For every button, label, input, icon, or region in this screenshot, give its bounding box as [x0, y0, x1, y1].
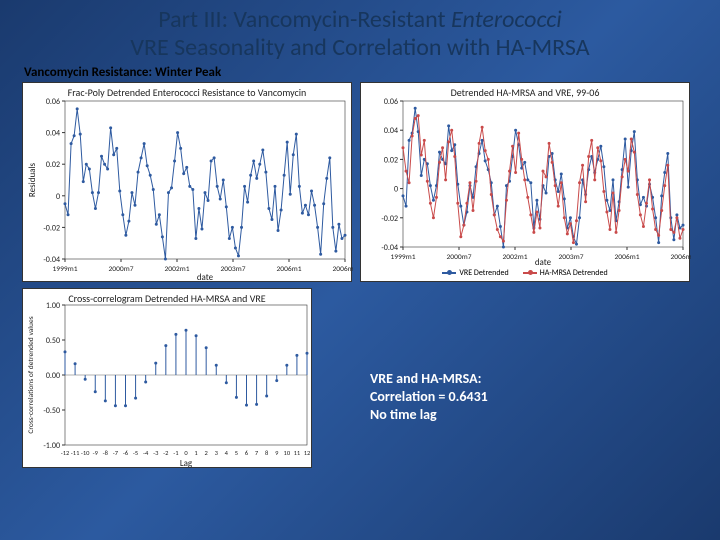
legend-marker-vre: [442, 272, 456, 274]
svg-text:1.00: 1.00: [46, 301, 60, 311]
svg-text:0.06: 0.06: [46, 97, 60, 107]
svg-text:date: date: [535, 257, 552, 268]
svg-text:0.02: 0.02: [384, 156, 398, 166]
svg-text:2003m7: 2003m7: [221, 265, 246, 274]
svg-text:11: 11: [294, 449, 301, 457]
svg-text:2006m1: 2006m1: [277, 265, 302, 274]
svg-text:-0.02: -0.02: [381, 214, 398, 224]
svg-text:3: 3: [215, 449, 219, 457]
annotation-line2: Correlation = 0.6431: [370, 388, 488, 406]
svg-text:2006m7: 2006m7: [671, 253, 692, 262]
title-line1-plain: Part III: Vancomycin-Resistant: [158, 5, 451, 34]
svg-text:0.00: 0.00: [46, 371, 60, 381]
svg-text:2002m1: 2002m1: [503, 253, 528, 262]
top-charts-row: Frac-Poly Detrended Enterococci Resistan…: [0, 82, 720, 282]
svg-text:2000m7: 2000m7: [109, 265, 134, 274]
svg-text:-0.02: -0.02: [43, 224, 60, 234]
legend-mrsa: HA-MRSA Detrended: [523, 268, 608, 278]
svg-text:12: 12: [304, 449, 311, 457]
svg-text:0.04: 0.04: [46, 129, 60, 139]
legend-label-vre: VRE Detrended: [459, 268, 508, 278]
svg-text:-7: -7: [113, 449, 119, 457]
chart-panel-mrsa-vre: Detrended HA-MRSA and VRE, 99-06 -0.04-0…: [360, 82, 690, 282]
svg-text:-0.04: -0.04: [43, 255, 60, 265]
svg-text:1: 1: [194, 449, 197, 457]
title-line1: Part III: Vancomycin-Resistant Enterococ…: [20, 6, 700, 34]
svg-text:0.06: 0.06: [384, 97, 398, 107]
title-line2: VRE Seasonality and Correlation with HA-…: [20, 34, 700, 62]
svg-text:-1: -1: [173, 449, 178, 457]
svg-text:-9: -9: [93, 449, 99, 457]
svg-text:-11: -11: [71, 449, 80, 457]
title-line1-em: Enterococci: [451, 5, 562, 34]
svg-text:2006m7: 2006m7: [333, 265, 354, 274]
svg-text:-6: -6: [123, 449, 129, 457]
svg-text:-0.50: -0.50: [43, 406, 60, 416]
svg-text:2006m1: 2006m1: [615, 253, 640, 262]
svg-text:0: 0: [184, 449, 188, 457]
svg-text:0.02: 0.02: [46, 160, 60, 170]
svg-text:6: 6: [245, 449, 249, 457]
title-block: Part III: Vancomycin-Resistant Enterococ…: [0, 0, 720, 63]
svg-text:-3: -3: [153, 449, 159, 457]
svg-text:4: 4: [225, 449, 229, 457]
svg-text:-4: -4: [143, 449, 149, 457]
svg-text:9: 9: [275, 449, 279, 457]
annotation-box: VRE and HA-MRSA: Correlation = 0.6431 No…: [370, 370, 488, 425]
svg-text:1999m1: 1999m1: [391, 253, 416, 262]
svg-text:-2: -2: [163, 449, 169, 457]
subtitle: Vancomycin Resistance: Winter Peak: [0, 63, 720, 82]
svg-text:2003m7: 2003m7: [559, 253, 584, 262]
legend-label-mrsa: HA-MRSA Detrended: [540, 268, 608, 278]
svg-text:2002m1: 2002m1: [165, 265, 190, 274]
svg-text:Lag: Lag: [180, 458, 193, 469]
svg-text:0.50: 0.50: [46, 336, 60, 346]
chart-panel-vre: Frac-Poly Detrended Enterococci Resistan…: [22, 82, 352, 282]
annotation-line1: VRE and HA-MRSA:: [370, 370, 488, 388]
svg-text:0.04: 0.04: [384, 126, 398, 136]
svg-text:-0.04: -0.04: [381, 243, 398, 253]
svg-text:-12: -12: [61, 449, 70, 457]
svg-text:5: 5: [235, 449, 238, 457]
legend-vre: VRE Detrended: [442, 268, 508, 278]
svg-text:-8: -8: [103, 449, 109, 457]
svg-text:-1.00: -1.00: [43, 441, 60, 451]
svg-text:10: 10: [284, 449, 291, 457]
svg-text:-10: -10: [81, 449, 90, 457]
svg-text:Residuals: Residuals: [27, 163, 38, 198]
svg-text:1999m1: 1999m1: [53, 265, 78, 274]
chart-a-plot: -0.04 -0.02 0 0.02 0.04 0.06 1999m1 2000m7 2002m…: [23, 83, 353, 283]
svg-text:Cross-correlations of detrende: Cross-correlations of detrended values: [27, 316, 36, 433]
legend-marker-mrsa: [523, 272, 537, 274]
chart-c-plot: -1.00-0.500.000.501.00-12-11-10-9-8-7-6-…: [23, 289, 313, 469]
chart-b-legend: VRE Detrended HA-MRSA Detrended: [361, 268, 689, 278]
svg-text:2: 2: [205, 449, 209, 457]
svg-text:0: 0: [56, 192, 60, 202]
svg-text:7: 7: [255, 449, 259, 457]
svg-text:date: date: [197, 272, 214, 283]
chart-b-plot: -0.04 -0.02 0 0.02 0.04 0.06 1999m1 2000m7 2002m…: [361, 83, 691, 283]
svg-text:-5: -5: [133, 449, 138, 457]
chart-panel-correlogram: Cross-correlogram Detrended HA-MRSA and …: [22, 288, 312, 468]
annotation-line3: No time lag: [370, 406, 488, 424]
svg-text:0: 0: [394, 185, 398, 195]
svg-text:2000m7: 2000m7: [447, 253, 472, 262]
svg-text:8: 8: [265, 449, 269, 457]
